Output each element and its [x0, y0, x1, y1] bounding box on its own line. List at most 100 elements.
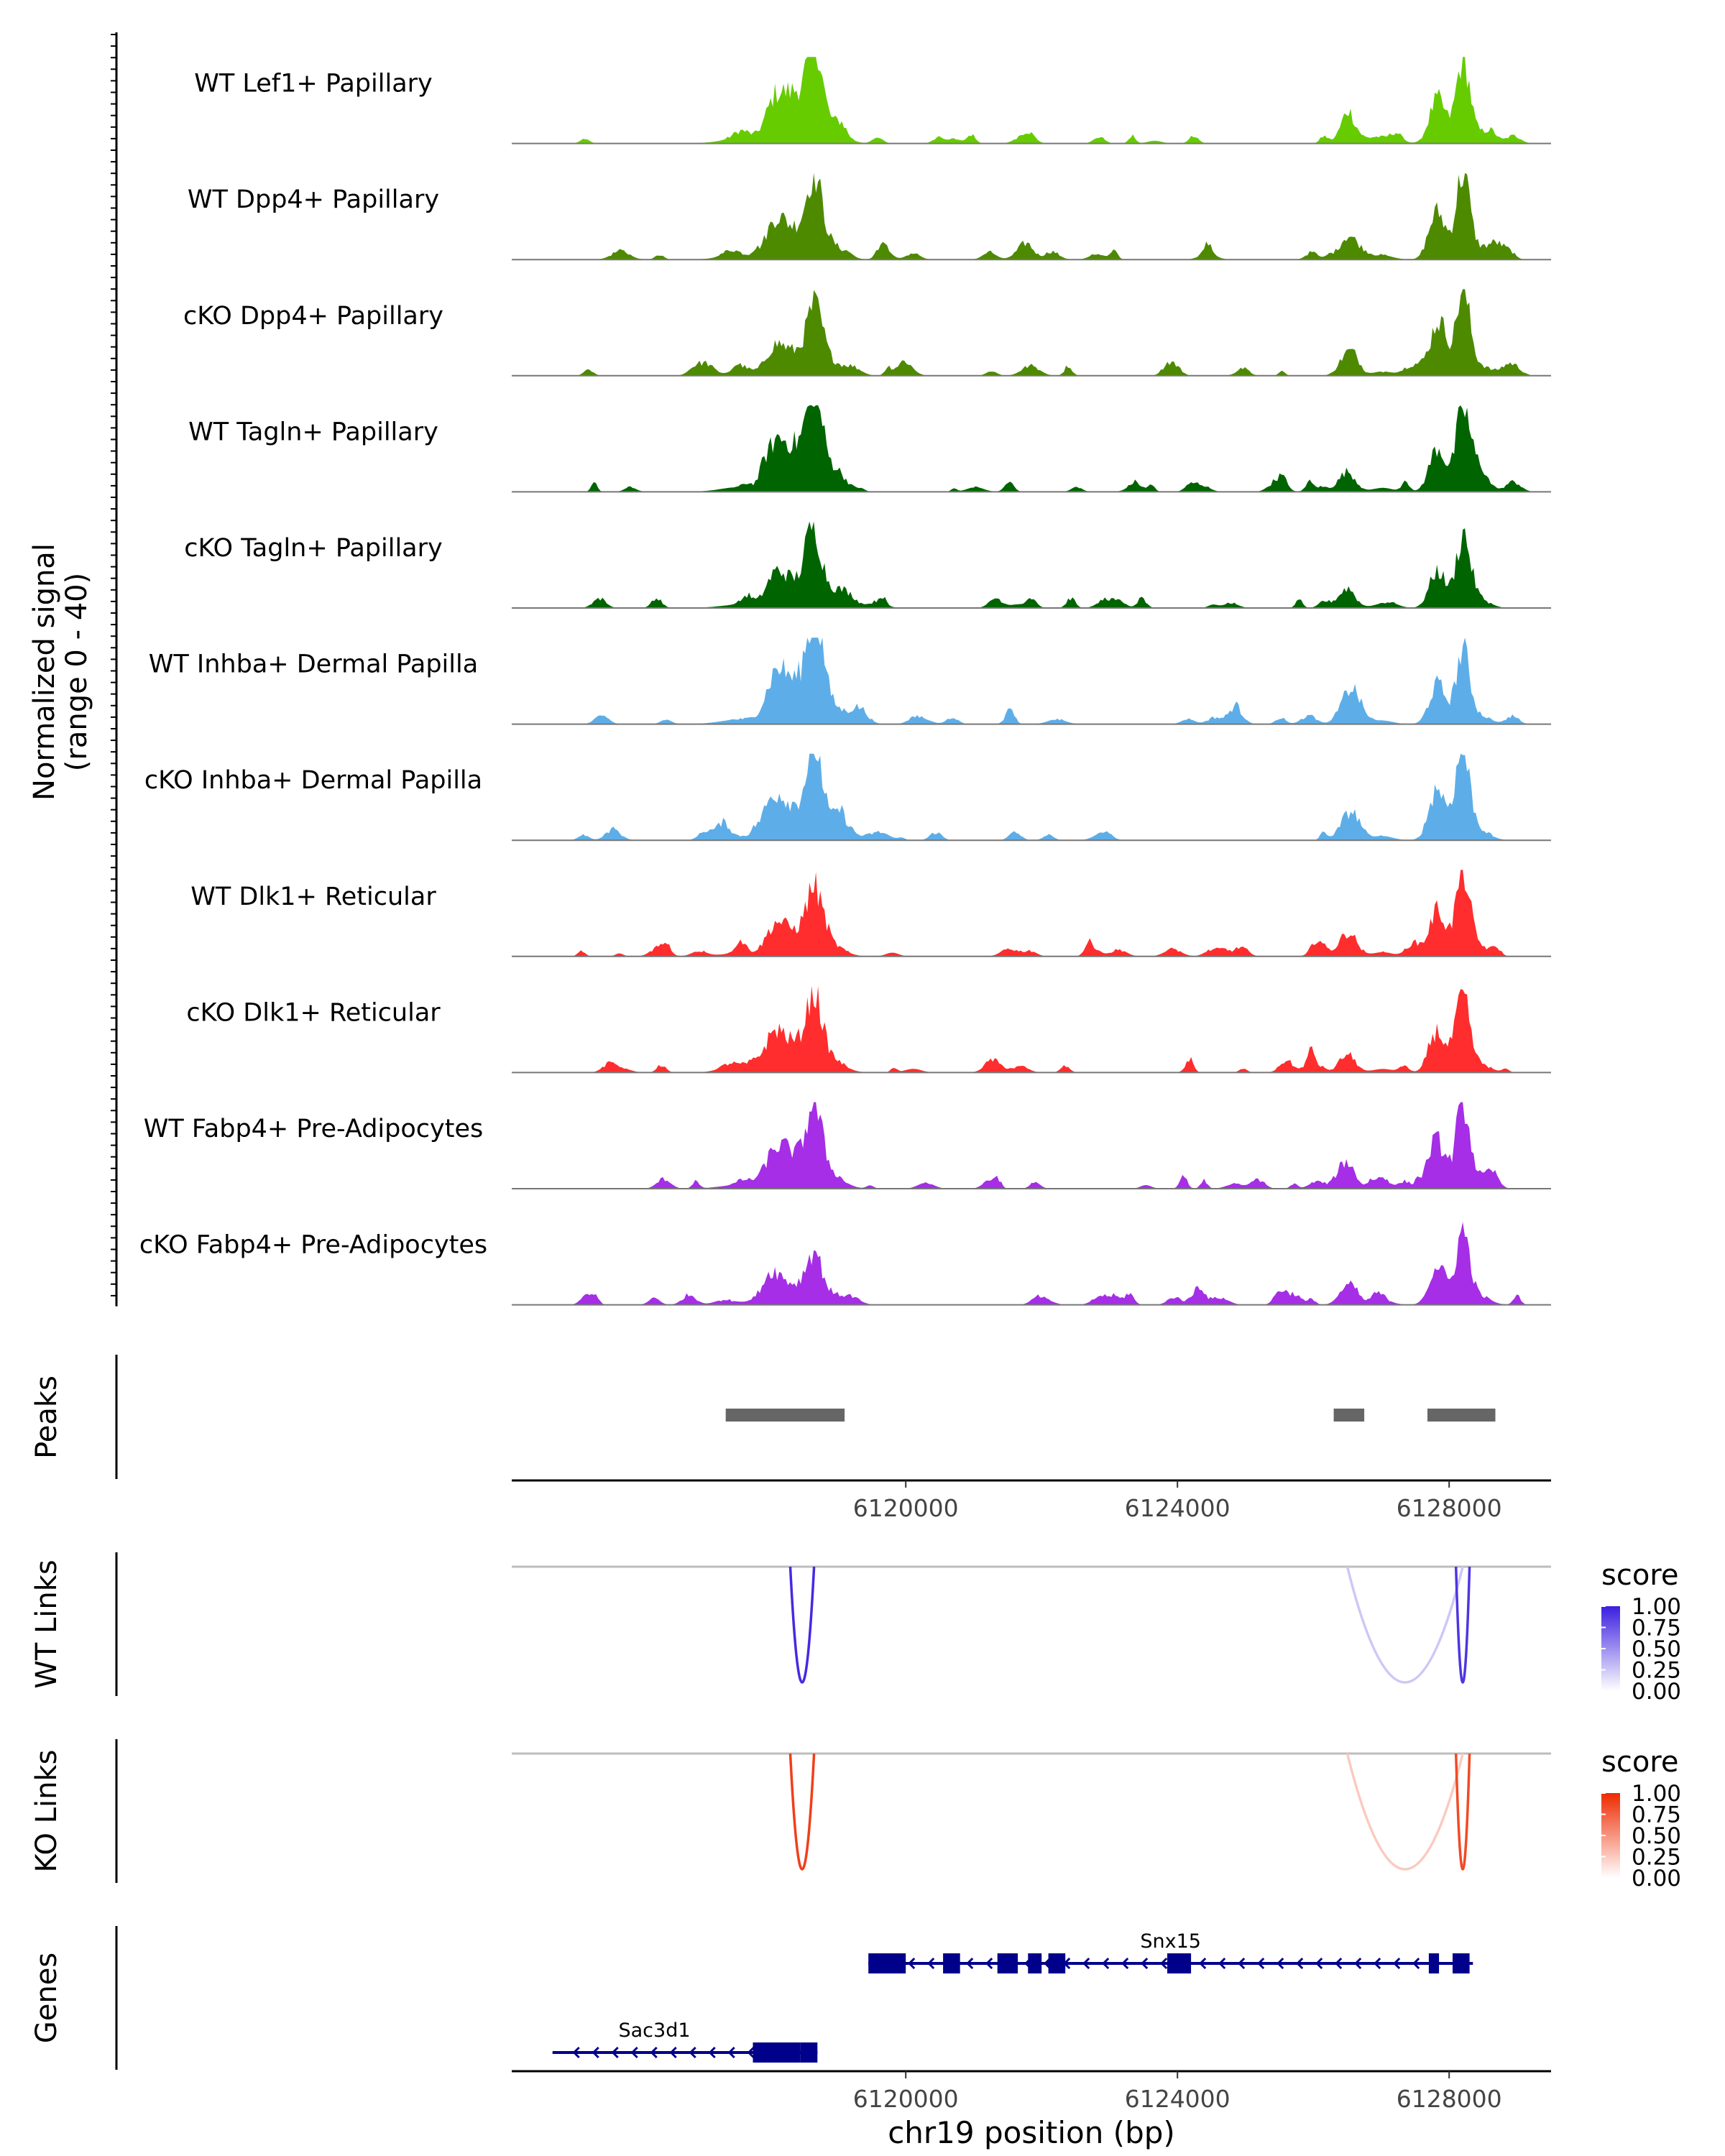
- link-arc: [1346, 1566, 1464, 1684]
- gene-model: Sac3d1: [552, 2019, 818, 2063]
- coverage-area: [559, 289, 1531, 376]
- x-axis-top: 6120000 6124000 6128000: [853, 1480, 1502, 1522]
- legend-tick-label: 0.25: [1632, 1658, 1681, 1684]
- coverage-ylabel-line2: (range 0 - 40): [60, 573, 93, 771]
- peak-region: [1333, 1409, 1365, 1422]
- track-label: cKO Dpp4+ Papillary: [183, 302, 443, 331]
- ko-legend-ticks: 1.000.750.500.250.00: [1601, 1781, 1681, 1892]
- strand-arrow: [908, 1957, 916, 1970]
- link-arc: [1346, 1753, 1464, 1871]
- wt-legend-title: score: [1601, 1559, 1678, 1592]
- legend-tick-label: 0.75: [1632, 1616, 1681, 1641]
- gene-models: Snx15 Sac3d1: [552, 1930, 1473, 2063]
- wt-links-track: [512, 1565, 1551, 1684]
- legend-tick-label: 0.00: [1632, 1679, 1681, 1705]
- strand-arrow: [1199, 1957, 1207, 1970]
- coverage-area: [559, 1222, 1531, 1305]
- x-axis-title: chr19 position (bp): [888, 2115, 1175, 2150]
- coverage-area: [559, 521, 1531, 608]
- gene-exon: [753, 2042, 801, 2063]
- coverage-area: [559, 57, 1531, 144]
- gene-exon: [800, 2042, 818, 2063]
- x-tick-label: 6124000: [1125, 1494, 1230, 1522]
- coverage-y-axis: [111, 32, 118, 1307]
- legend-tick-label: 0.50: [1632, 1636, 1681, 1662]
- strand-arrow: [1238, 1957, 1246, 1970]
- strand-arrow: [1082, 1957, 1090, 1970]
- track-label: cKO Inhba+ Dermal Papilla: [144, 766, 482, 795]
- gene-exon: [868, 1953, 906, 1973]
- strand-arrow: [611, 2046, 619, 2059]
- coverage-area: [559, 637, 1531, 724]
- ko-legend-title: score: [1601, 1746, 1678, 1779]
- link-arc: [1454, 1753, 1471, 1871]
- peak-region: [1427, 1409, 1496, 1422]
- track-label: WT Tagln+ Papillary: [188, 418, 438, 446]
- x-tick-label: 6120000: [853, 1494, 959, 1522]
- gene-name-label: Snx15: [1140, 1930, 1201, 1953]
- track-label: WT Fabp4+ Pre-Adipocytes: [144, 1115, 483, 1143]
- strand-arrow: [966, 1957, 974, 1970]
- gene-name-label: Sac3d1: [618, 2019, 690, 2042]
- strand-arrow: [1102, 1957, 1110, 1970]
- strand-arrow: [1412, 1957, 1420, 1970]
- wt-legend-ticks: 1.000.750.500.250.00: [1601, 1594, 1681, 1705]
- coverage-area: [559, 870, 1531, 957]
- coverage-track: cKO Fabp4+ Pre-Adipocytes: [139, 1222, 1551, 1306]
- genes-label: Genes: [30, 1953, 63, 2043]
- link-arc: [788, 1566, 816, 1684]
- track-label: cKO Dlk1+ Reticular: [186, 998, 441, 1027]
- link-arc: [788, 1753, 816, 1871]
- strand-arrow: [669, 2046, 677, 2059]
- coverage-track: cKO Dpp4+ Papillary: [183, 289, 1551, 377]
- strand-arrow: [1354, 1957, 1362, 1970]
- peaks-label: Peaks: [30, 1376, 63, 1459]
- wt-score-legend: score 1.000.750.500.250.00: [1601, 1559, 1681, 1705]
- wt-links-label: WT Links: [30, 1560, 63, 1688]
- strand-arrow: [1296, 1957, 1304, 1970]
- strand-arrow: [572, 2046, 580, 2059]
- ko-score-legend: score 1.000.750.500.250.00: [1601, 1746, 1681, 1892]
- legend-tick-label: 0.75: [1632, 1802, 1681, 1828]
- strand-arrow: [592, 2046, 599, 2059]
- gene-exon: [1428, 1953, 1440, 1973]
- x-tick-label: 6120000: [853, 2085, 959, 2113]
- legend-tick-label: 0.50: [1632, 1823, 1681, 1849]
- coverage-track: cKO Inhba+ Dermal Papilla: [144, 753, 1551, 842]
- strand-arrow: [747, 2046, 755, 2059]
- legend-tick-label: 0.25: [1632, 1845, 1681, 1871]
- strand-arrow: [985, 1957, 993, 1970]
- gene-model: Snx15: [868, 1930, 1473, 1973]
- x-tick-label: 6124000: [1125, 2085, 1230, 2113]
- strand-arrow: [727, 2046, 735, 2059]
- track-label: WT Dpp4+ Papillary: [188, 185, 439, 214]
- strand-arrow: [1121, 1957, 1129, 1970]
- coverage-track: cKO Tagln+ Papillary: [184, 521, 1551, 609]
- coverage-area: [559, 986, 1531, 1073]
- strand-arrow: [689, 2046, 696, 2059]
- strand-arrow: [1335, 1957, 1343, 1970]
- legend-tick-label: 1.00: [1632, 1594, 1681, 1620]
- strand-arrow: [1160, 1957, 1168, 1970]
- legend-tick-label: 0.00: [1632, 1866, 1681, 1892]
- strand-arrow: [1393, 1957, 1401, 1970]
- track-label: WT Lef1+ Papillary: [194, 70, 433, 98]
- coverage-area: [559, 172, 1531, 260]
- track-label: WT Dlk1+ Reticular: [190, 883, 436, 911]
- coverage-track: WT Tagln+ Papillary: [188, 405, 1551, 493]
- track-label: WT Inhba+ Dermal Papilla: [149, 650, 478, 679]
- strand-arrow: [708, 2046, 716, 2059]
- coverage-area: [559, 405, 1531, 492]
- coverage-track: cKO Dlk1+ Reticular: [186, 986, 1551, 1074]
- strand-arrow: [927, 1957, 935, 1970]
- peaks-track: [725, 1409, 1496, 1422]
- coverage-track: WT Dlk1+ Reticular: [190, 870, 1551, 957]
- strand-arrow: [1374, 1957, 1381, 1970]
- coverage-area: [559, 1102, 1531, 1189]
- coverage-track: WT Lef1+ Papillary: [194, 57, 1551, 144]
- coverage-area: [559, 753, 1531, 841]
- strand-arrow: [1218, 1957, 1226, 1970]
- ko-links-track: [512, 1752, 1551, 1871]
- gene-exon: [943, 1953, 960, 1973]
